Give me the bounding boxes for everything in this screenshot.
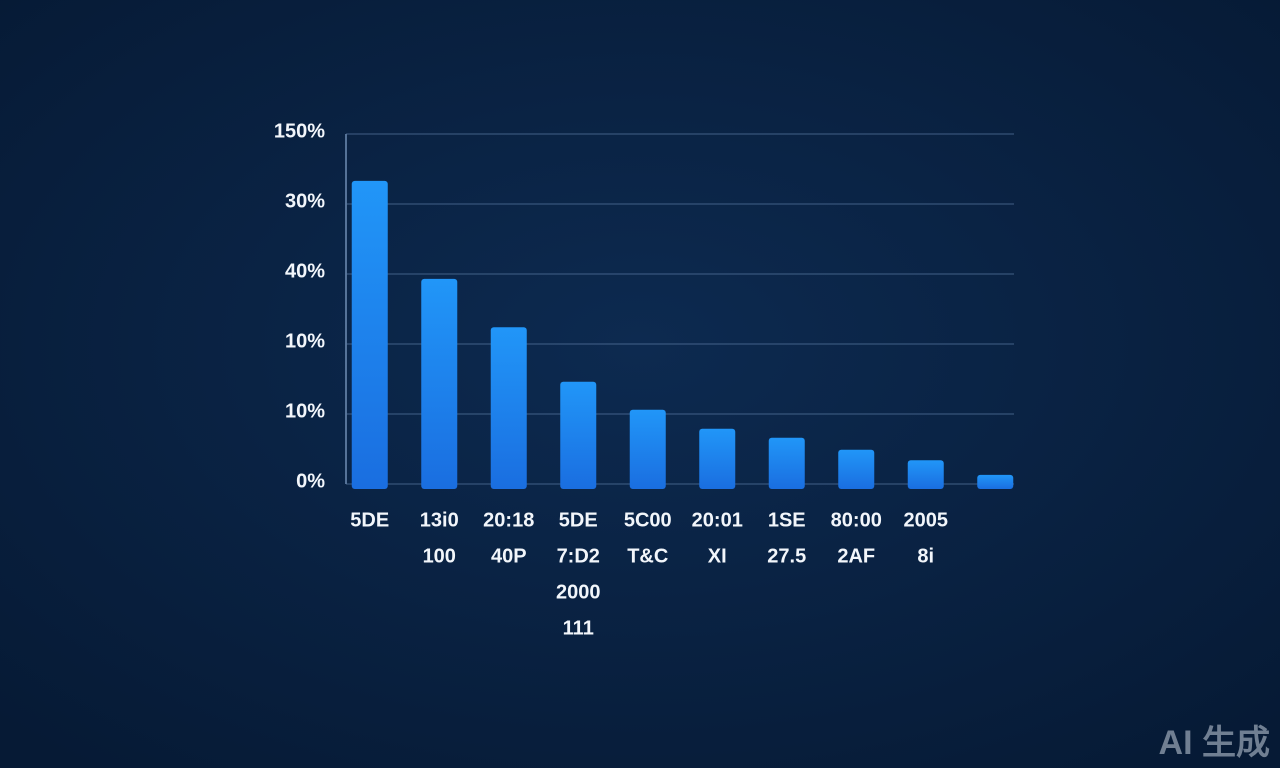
- y-tick-label: 30%: [285, 190, 325, 212]
- x-tick-label: 111: [563, 617, 594, 639]
- x-tick-label: 5DE: [559, 509, 598, 531]
- bar: [977, 474, 1014, 489]
- bar: [629, 409, 666, 489]
- x-tick-label: 100: [423, 545, 456, 567]
- x-tick-label: T&C: [627, 545, 668, 567]
- x-tick-label: 1SE: [768, 509, 806, 531]
- bar: [421, 278, 458, 489]
- bar: [768, 437, 805, 489]
- x-tick-label: 13i0: [420, 509, 459, 531]
- y-tick-label: 40%: [285, 260, 325, 282]
- y-tick-label: 0%: [296, 470, 325, 492]
- x-tick-label: 2AF: [837, 545, 875, 567]
- bar: [907, 460, 944, 489]
- y-tick-label: 150%: [274, 120, 325, 142]
- x-tick-label: 5C00: [624, 509, 672, 531]
- x-tick-label: 20:01: [692, 509, 743, 531]
- x-tick-label: 20:18: [483, 509, 534, 531]
- x-tick-label: 40P: [491, 545, 527, 567]
- bar: [560, 381, 597, 489]
- x-tick-label: 2000: [556, 581, 601, 603]
- bar: [699, 428, 736, 489]
- y-tick-label: 10%: [285, 400, 325, 422]
- bar: [838, 449, 875, 489]
- y-tick-label: 10%: [285, 330, 325, 352]
- x-tick-label: XI: [708, 545, 727, 567]
- bar: [490, 327, 527, 489]
- x-tick-label: 80:00: [831, 509, 882, 531]
- x-tick-label: 5DE: [350, 509, 389, 531]
- x-tick-label: 2005: [904, 509, 949, 531]
- x-tick-label: 27.5: [767, 545, 806, 567]
- x-tick-label: 8i: [917, 545, 934, 567]
- watermark: AI 生成: [1159, 724, 1270, 762]
- bar: [351, 180, 388, 489]
- x-tick-label: 7:D2: [557, 545, 600, 567]
